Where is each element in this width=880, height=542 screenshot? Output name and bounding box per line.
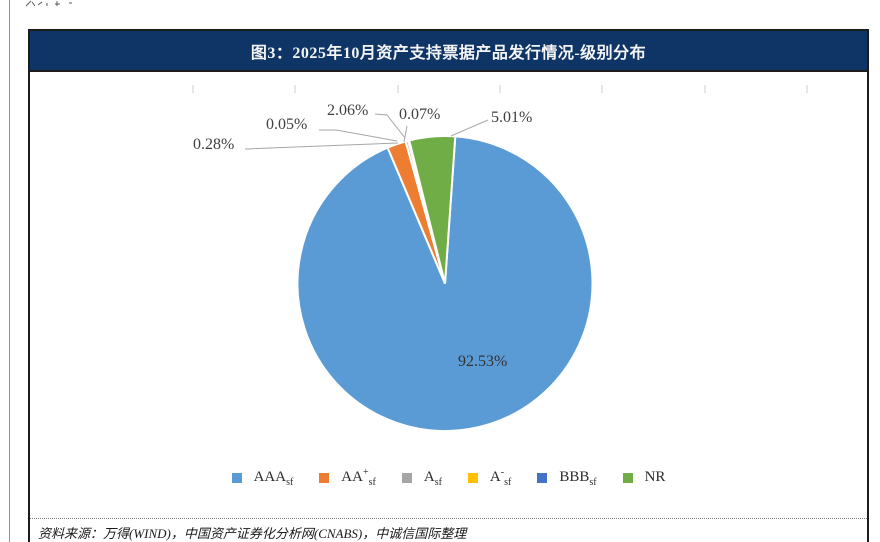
legend-label-aaa-sf: AAAsf: [253, 469, 294, 488]
figure-title-bar: 图3：2025年10月资产支持票据产品发行情况-级别分布: [30, 31, 867, 72]
legend-label-a-sf: Asf: [423, 469, 442, 488]
pie-slice-AAAsf: [296, 135, 594, 432]
source-note: 资料来源：万得(WIND)，中国资产证券化分析网(CNABS)，中诚信国际整理: [38, 526, 467, 541]
callout-label-a-sf: 0.28%: [193, 136, 235, 153]
page-margin-line: [9, 0, 10, 542]
legend-label-bbb-sf: BBBsf: [559, 469, 597, 488]
callout-label-aa-plus-sf: 2.06%: [327, 102, 369, 119]
legend-item-aaa-sf: AAAsf: [231, 469, 294, 488]
legend-swatch-aa-plus-sf: [319, 472, 330, 483]
legend-item-nr: NR: [622, 469, 666, 486]
legend-label-aa-plus-sf: AA+sf: [341, 467, 376, 488]
legend-swatch-bbb-sf: [537, 472, 548, 483]
data-label-aaa-sf: 92.53%: [458, 353, 508, 370]
figure-3-panel: 图3：2025年10月资产支持票据产品发行情况-级别分布 0.28% 0.05%…: [28, 29, 869, 542]
cropped-text-fragment: [25, 0, 72, 7]
chart-legend: AAAsf AA+sf Asf A-sf BBBsf: [30, 467, 867, 488]
pie-slices: [296, 135, 594, 432]
legend-swatch-nr: [622, 472, 633, 483]
legend-item-aa-plus-sf: AA+sf: [319, 467, 376, 488]
figure-title: 图3：2025年10月资产支持票据产品发行情况-级别分布: [250, 44, 647, 62]
legend-item-a-minus-sf: A-sf: [467, 467, 512, 488]
legend-item-a-sf: Asf: [401, 469, 442, 488]
callout-label-a-minus-sf: 0.05%: [266, 116, 308, 133]
pie-slice-NR: [408, 135, 457, 284]
callout-leader-lines: [244, 113, 489, 150]
callout-label-nr: 5.01%: [491, 109, 533, 126]
legend-label-a-minus-sf: A-sf: [489, 467, 512, 488]
legend-swatch-a-minus-sf: [467, 472, 478, 483]
pie-chart-area: 0.28% 0.05% 2.06% 0.07% 5.01% 92.53% AAA…: [30, 72, 867, 518]
callout-label-bbb-sf: 0.07%: [399, 106, 441, 123]
dotted-separator: [30, 518, 867, 519]
top-tick-marks: [192, 85, 808, 93]
legend-label-nr: NR: [644, 469, 666, 485]
legend-swatch-a-sf: [401, 472, 412, 483]
legend-item-bbb-sf: BBBsf: [537, 469, 597, 488]
pie-chart-svg: [192, 85, 808, 432]
legend-swatch-aaa-sf: [231, 472, 242, 483]
